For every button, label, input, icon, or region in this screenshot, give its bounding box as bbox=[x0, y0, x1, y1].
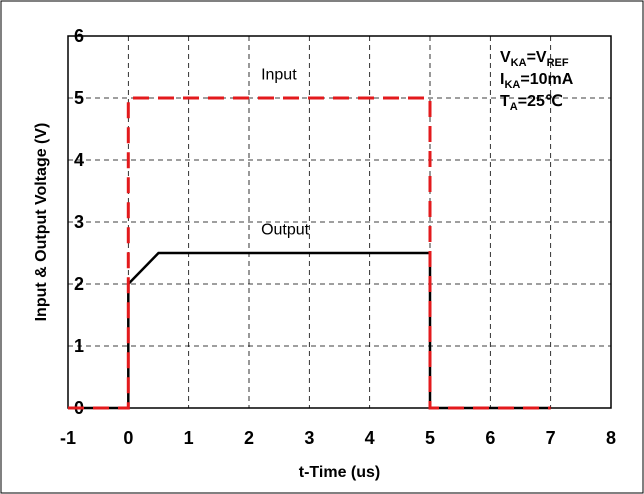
y-tick-label-2: 2 bbox=[74, 274, 84, 294]
y-tick-label-6: 6 bbox=[74, 26, 84, 46]
series-labels: Output Input bbox=[261, 66, 310, 238]
y-axis-title: Input & Output Voltage (V) bbox=[33, 123, 50, 322]
x-tick-label-6: 5 bbox=[425, 428, 435, 448]
x-tick-label-7: 6 bbox=[485, 428, 495, 448]
x-tick-labels: -1 0 1 2 3 4 5 6 7 8 bbox=[60, 428, 616, 448]
conditions-annotation: VKA=VREF IKA=10mA TA=25℃ bbox=[500, 49, 574, 113]
series-label-input: Input bbox=[261, 66, 297, 83]
y-tick-label-3: 3 bbox=[74, 212, 84, 232]
x-axis-title: t-Time (us) bbox=[299, 464, 380, 481]
x-tick-label-5: 4 bbox=[365, 428, 375, 448]
x-tick-label-9: 8 bbox=[606, 428, 616, 448]
x-tick-label-0: -1 bbox=[60, 428, 76, 448]
condition-ika: IKA=10mA bbox=[500, 71, 574, 91]
condition-ta: TA=25℃ bbox=[500, 93, 563, 113]
series-line-input bbox=[68, 96, 551, 410]
y-tick-label-1: 1 bbox=[74, 336, 84, 356]
y-tick-label-4: 4 bbox=[74, 150, 84, 170]
x-tick-label-2: 1 bbox=[184, 428, 194, 448]
series-lines bbox=[68, 96, 551, 410]
x-tick-label-3: 2 bbox=[244, 428, 254, 448]
plot-area bbox=[67, 35, 612, 409]
series-label-output: Output bbox=[261, 221, 310, 238]
y-tick-label-5: 5 bbox=[74, 88, 84, 108]
x-tick-label-8: 7 bbox=[546, 428, 556, 448]
x-tick-label-1: 0 bbox=[123, 428, 133, 448]
condition-vka: VKA=VREF bbox=[500, 49, 569, 69]
x-tick-label-4: 3 bbox=[304, 428, 314, 448]
